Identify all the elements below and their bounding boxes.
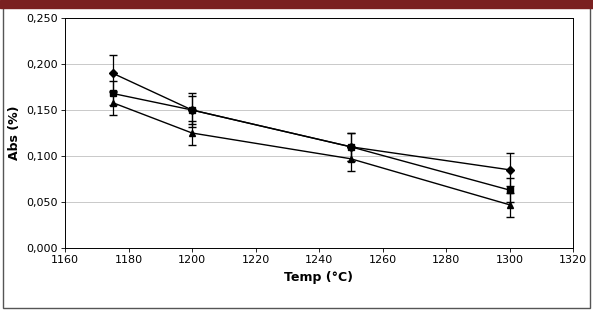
Y-axis label: Abs (%): Abs (%): [8, 106, 21, 160]
X-axis label: Temp (°C): Temp (°C): [285, 270, 353, 283]
